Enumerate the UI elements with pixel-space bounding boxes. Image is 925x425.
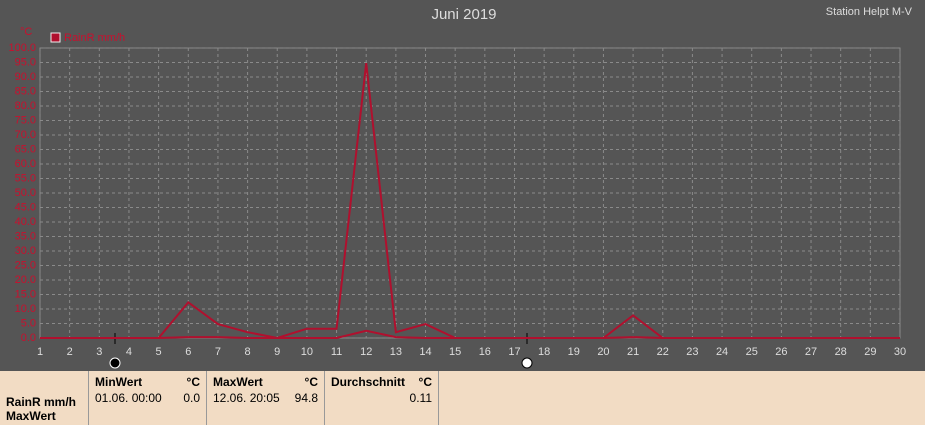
x-tick-label: 18 (538, 346, 550, 358)
x-tick-label: 17 (508, 346, 520, 358)
x-tick-label: 20 (597, 346, 609, 358)
y-tick-label: 15.0 (15, 288, 36, 300)
chart-title: Juni 2019 (431, 6, 496, 23)
column-header: MaxWert (213, 375, 263, 389)
background (0, 0, 925, 371)
column-value: 0.11 (409, 391, 432, 405)
column-head: MinWert °C (95, 375, 200, 389)
y-tick-label: 65.0 (15, 143, 36, 155)
chart-subtitle: Station Helpt M-V (826, 6, 913, 18)
marker (521, 357, 533, 369)
y-tick-label: 10.0 (15, 303, 36, 315)
y-tick-label: 70.0 (15, 129, 36, 141)
column-body: 0.11 (331, 391, 432, 405)
x-tick-label: 16 (479, 346, 491, 358)
y-tick-label: 20.0 (15, 274, 36, 286)
column-body: 01.06. 00:00 0.0 (95, 391, 200, 405)
x-tick-label: 10 (301, 346, 313, 358)
x-tick-label: 7 (215, 346, 221, 358)
y-tick-label: 5.0 (21, 317, 36, 329)
column-time: 01.06. 00:00 (95, 391, 162, 405)
y-tick-label: 40.0 (15, 216, 36, 228)
x-tick-label: 5 (156, 346, 162, 358)
legend-swatch (50, 32, 61, 43)
column-value: 94.8 (294, 391, 318, 405)
row-label-text: MaxWert (6, 409, 56, 423)
y-tick-label: 85.0 (15, 85, 36, 97)
y-tick-label: 35.0 (15, 230, 36, 242)
y-tick-label: 50.0 (15, 187, 36, 199)
column-unit: °C (304, 375, 318, 389)
y-tick-label: 45.0 (15, 201, 36, 213)
y-tick-label: 60.0 (15, 158, 36, 170)
x-tick-label: 12 (360, 346, 372, 358)
column-unit: °C (186, 375, 200, 389)
column-head: MaxWert °C (213, 375, 318, 389)
row-label-text: RainR mm/h (6, 395, 77, 409)
y-tick-label: 95.0 (15, 56, 36, 68)
x-tick-label: 3 (96, 346, 102, 358)
column-time: 12.06. 20:05 (213, 391, 280, 405)
x-tick-label: 24 (716, 346, 728, 358)
legend-label: RainR mm/h (64, 32, 125, 44)
x-tick-label: 9 (274, 346, 280, 358)
x-tick-label: 30 (894, 346, 906, 358)
x-tick-label: 29 (864, 346, 876, 358)
data-line (40, 329, 900, 339)
column-body: 12.06. 20:05 94.8 (213, 391, 318, 405)
x-tick-label: 25 (746, 346, 758, 358)
y-tick-label: 90.0 (15, 71, 36, 83)
columns: MinWert °C 01.06. 00:00 0.0 MaxWert °C 12.06. … (89, 371, 439, 425)
column-head: Durchschnitt °C (331, 375, 432, 389)
column-header: Durchschnitt (331, 375, 406, 389)
x-tick-label: 14 (419, 346, 431, 358)
x-tick-label: 19 (568, 346, 580, 358)
y-unit: °C (20, 26, 32, 38)
x-tick-label: 23 (686, 346, 698, 358)
x-tick-label: 15 (449, 346, 461, 358)
chart: Juni 2019 Station Helpt M-V °C RainR mm/… (0, 0, 925, 371)
x-tick-label: 11 (331, 346, 342, 358)
x-tick-label: 21 (627, 346, 639, 358)
x-tick-label: 26 (775, 346, 787, 358)
table-column: MaxWert °C 12.06. 20:05 94.8 (207, 371, 325, 425)
x-tick-label: 22 (657, 346, 669, 358)
y-tick-label: 100.0 (8, 42, 36, 54)
x-tick-label: 8 (245, 346, 251, 358)
table-column: Durchschnitt °C 0.11 (325, 371, 439, 425)
marker (109, 357, 121, 369)
x-tick-label: 4 (126, 346, 132, 358)
column-value: 0.0 (183, 391, 200, 405)
x-tick-label: 13 (390, 346, 402, 358)
x-tick-label: 2 (67, 346, 73, 358)
x-tick-label: 1 (37, 346, 43, 358)
y-tick-label: 25.0 (15, 259, 36, 271)
y-tick-label: 0.0 (21, 332, 36, 344)
row-label: RainR mm/h MaxWert (0, 371, 89, 425)
y-tick-label: 55.0 (15, 172, 36, 184)
summary-table: RainR mm/h MaxWert MinWert °C 01.06. 00:00… (0, 371, 925, 425)
y-tick-label: 75.0 (15, 114, 36, 126)
column-header: MinWert (95, 375, 143, 389)
table-column: MinWert °C 01.06. 00:00 0.0 (89, 371, 207, 425)
y-tick-label: 30.0 (15, 245, 36, 257)
y-tick-label: 80.0 (15, 100, 36, 112)
column-unit: °C (418, 375, 432, 389)
x-tick-label: 28 (835, 346, 847, 358)
x-tick-label: 6 (185, 346, 191, 358)
x-tick-label: 27 (805, 346, 817, 358)
